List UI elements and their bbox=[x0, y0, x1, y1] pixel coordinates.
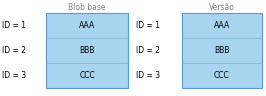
Text: ID = 3: ID = 3 bbox=[136, 71, 160, 80]
Text: Versão: Versão bbox=[209, 3, 235, 12]
Text: CCC: CCC bbox=[214, 71, 230, 80]
Text: ID = 2: ID = 2 bbox=[2, 46, 26, 55]
Text: ID = 3: ID = 3 bbox=[2, 71, 26, 80]
Text: ID = 1: ID = 1 bbox=[136, 21, 160, 30]
Text: CCC: CCC bbox=[79, 71, 95, 80]
Bar bbox=[182, 13, 262, 88]
Text: Blob base: Blob base bbox=[68, 3, 106, 12]
Bar bbox=[46, 13, 128, 88]
Text: BBB: BBB bbox=[79, 46, 95, 55]
Text: ID = 2: ID = 2 bbox=[136, 46, 160, 55]
Text: ID = 1: ID = 1 bbox=[2, 21, 26, 30]
Text: BBB: BBB bbox=[214, 46, 230, 55]
Text: AAA: AAA bbox=[79, 21, 95, 30]
Text: AAA: AAA bbox=[214, 21, 230, 30]
